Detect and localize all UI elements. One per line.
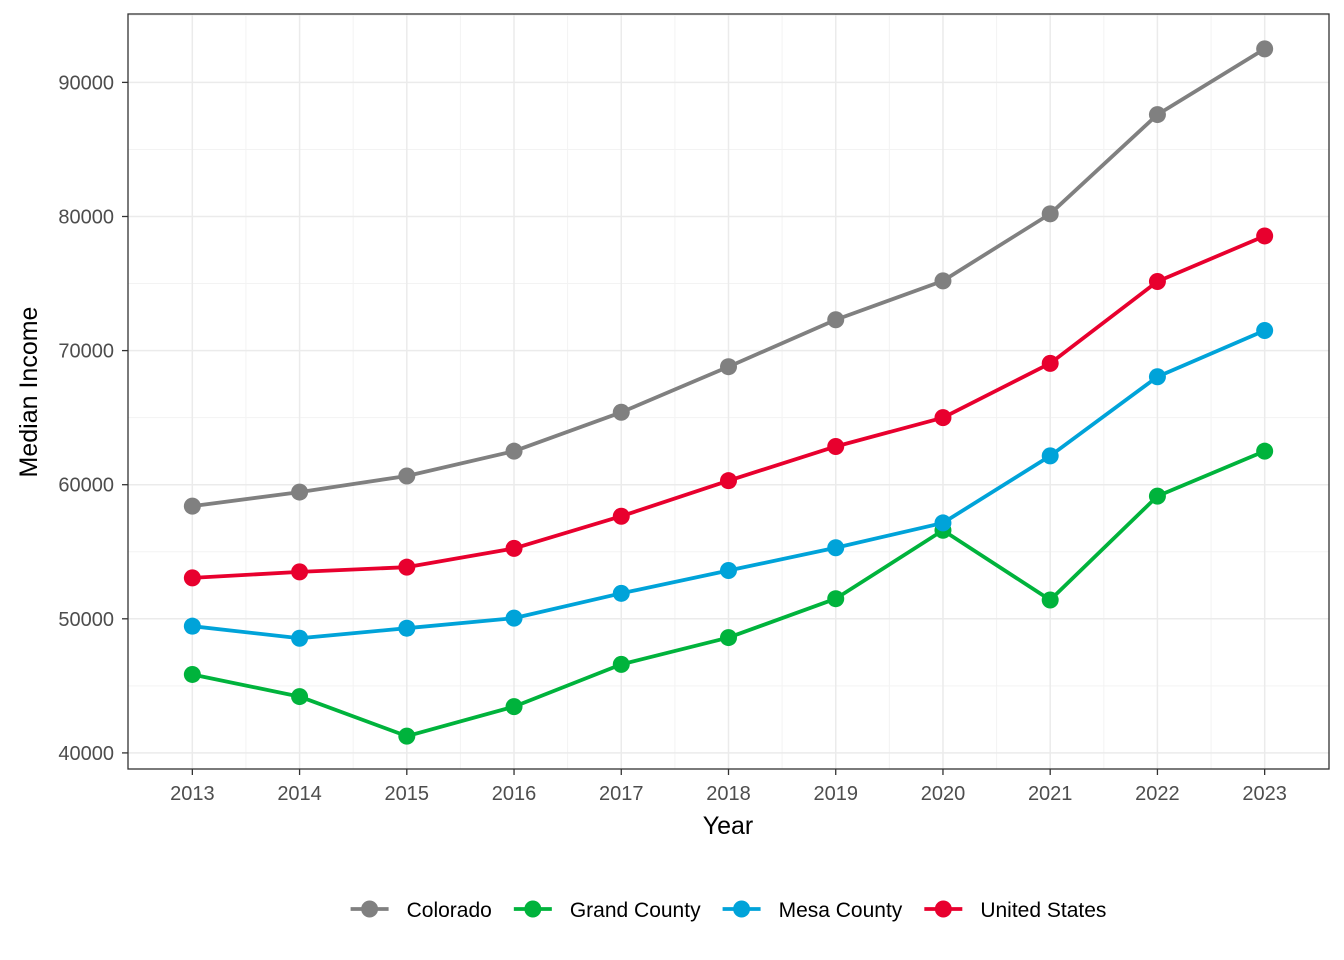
legend-item-united-states: United States	[924, 899, 1106, 922]
data-point-colorado	[398, 467, 416, 485]
data-point-mesa-county	[183, 617, 201, 635]
data-point-grand-county	[1041, 591, 1059, 609]
x-tick-label: 2013	[170, 783, 215, 805]
y-tick-label: 40000	[58, 743, 114, 765]
data-point-colorado	[1041, 205, 1059, 223]
data-point-united-states	[398, 558, 416, 576]
gridlines	[128, 14, 1329, 769]
data-point-united-states	[1148, 273, 1166, 291]
x-tick-label: 2022	[1135, 783, 1180, 805]
data-point-colorado	[720, 358, 737, 376]
data-point-colorado	[612, 403, 630, 421]
data-point-colorado	[505, 442, 523, 460]
y-tick-label: 60000	[58, 475, 114, 497]
data-point-mesa-county	[934, 514, 952, 532]
data-point-mesa-county	[827, 539, 845, 557]
legend-key-point	[524, 900, 542, 918]
x-tick-label: 2019	[813, 783, 858, 805]
data-point-united-states	[934, 409, 952, 427]
y-tick-label: 90000	[58, 72, 114, 94]
series-grand-county	[183, 442, 1274, 745]
x-axis-title: Year	[703, 812, 754, 840]
data-point-colorado	[934, 272, 952, 290]
data-point-grand-county	[720, 629, 737, 647]
x-tick-label: 2018	[706, 783, 751, 805]
data-point-grand-county	[612, 655, 630, 673]
data-point-grand-county	[183, 665, 201, 683]
legend-item-mesa-county: Mesa County	[722, 899, 903, 922]
data-point-united-states	[827, 437, 845, 455]
legend-label: Grand County	[570, 899, 701, 922]
data-point-grand-county	[398, 727, 416, 745]
data-point-united-states	[720, 472, 737, 490]
y-tick-label: 80000	[58, 206, 114, 228]
data-point-colorado	[1148, 106, 1166, 124]
data-point-mesa-county	[1256, 321, 1274, 339]
legend: Colorado Grand County Mesa County United St…	[350, 899, 1106, 922]
data-point-mesa-county	[612, 584, 630, 602]
legend-label: Colorado	[407, 899, 492, 922]
data-point-mesa-county	[720, 562, 737, 580]
data-point-united-states	[505, 539, 523, 557]
data-point-grand-county	[1148, 487, 1166, 505]
data-point-mesa-county	[291, 629, 309, 647]
x-tick-label: 2021	[1028, 783, 1073, 805]
data-point-mesa-county	[1041, 447, 1059, 465]
series-united-states	[183, 227, 1274, 587]
y-tick-label: 50000	[58, 609, 114, 631]
data-point-united-states	[1256, 227, 1274, 245]
y-tick-label: 70000	[58, 341, 114, 363]
data-point-grand-county	[827, 590, 845, 608]
x-tick-label: 2016	[492, 783, 537, 805]
axes: 2013 2014 2015 2016 2017 2018 2019 2020 2021 2022…	[58, 72, 1287, 805]
data-point-colorado	[183, 497, 201, 515]
x-tick-label: 2020	[921, 783, 966, 805]
data-point-united-states	[1041, 354, 1059, 372]
x-tick-label: 2017	[599, 783, 644, 805]
series-mesa-county	[183, 321, 1274, 647]
data-point-mesa-county	[398, 619, 416, 637]
data-point-mesa-county	[505, 609, 523, 627]
legend-key-point	[733, 900, 751, 918]
data-point-united-states	[183, 569, 201, 587]
x-tick-label: 2023	[1242, 783, 1287, 805]
data-point-united-states	[612, 507, 630, 525]
data-point-grand-county	[505, 698, 523, 716]
legend-key-point	[934, 900, 952, 918]
legend-key-point	[361, 900, 379, 918]
data-point-colorado	[291, 483, 309, 501]
x-tick-label: 2014	[277, 783, 322, 805]
data-point-colorado	[827, 311, 845, 329]
data-point-colorado	[1256, 40, 1274, 58]
series-lines	[183, 40, 1274, 745]
x-tick-label: 2015	[385, 783, 430, 805]
data-point-united-states	[291, 563, 309, 581]
legend-label: United States	[980, 899, 1106, 922]
legend-item-colorado: Colorado	[350, 899, 492, 922]
data-point-grand-county	[1256, 442, 1274, 460]
legend-label: Mesa County	[779, 899, 903, 922]
data-point-grand-county	[291, 688, 309, 706]
y-axis-title: Median Income	[15, 307, 43, 478]
series-colorado	[183, 40, 1274, 515]
legend-item-grand-county: Grand County	[513, 899, 701, 922]
data-point-mesa-county	[1148, 368, 1166, 386]
